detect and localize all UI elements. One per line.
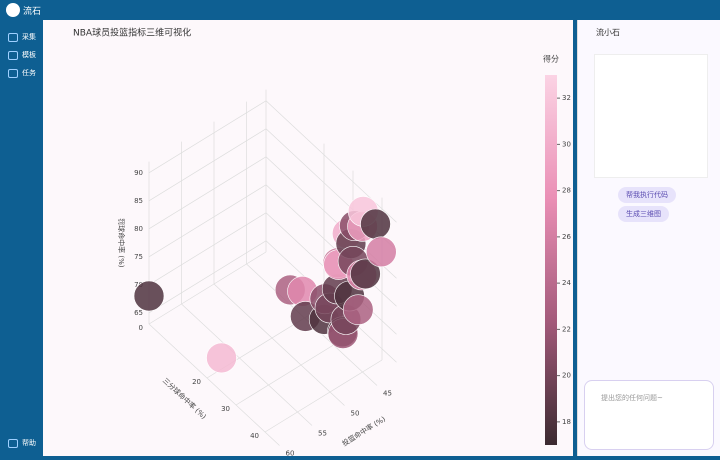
help-label: 帮助 xyxy=(22,439,36,447)
suggestion[interactable]: 生成三维图 xyxy=(618,206,669,222)
grid-line xyxy=(148,323,280,446)
top-bar: 流石 xyxy=(0,0,720,20)
z-tick-label: 85 xyxy=(134,197,143,205)
bubble xyxy=(342,294,374,326)
help[interactable]: 帮助 xyxy=(8,438,36,448)
bubble xyxy=(133,280,165,312)
colorbar-tick-label: 20 xyxy=(562,372,571,380)
colorbar-tick-label: 24 xyxy=(562,279,571,287)
logo xyxy=(6,3,20,17)
bubble xyxy=(365,236,397,268)
grid-line xyxy=(264,359,383,433)
grid-line xyxy=(148,240,267,314)
colorbar xyxy=(545,75,557,445)
z-tick-label: 90 xyxy=(134,169,143,177)
nav-item[interactable]: 采集 xyxy=(8,32,36,42)
colorbar-tick-label: 26 xyxy=(562,233,571,241)
bubble xyxy=(206,342,237,374)
colorbar-tick-label: 22 xyxy=(562,325,571,333)
z-tick-label: 70 xyxy=(134,281,143,289)
nav-item[interactable]: 模板 xyxy=(8,50,36,60)
chart-panel: NBA球员投篮指标三维可视化 65 70 75 80 85 90 45 50 55 60 0 20 30… xyxy=(43,20,573,458)
z-tick-label: 80 xyxy=(134,225,143,233)
nav-label: 模板 xyxy=(22,51,36,59)
assistant-title: 流小石 xyxy=(596,28,620,37)
placeholder: 提出您的任何问题~ xyxy=(601,394,663,402)
x-tick-label: 60 xyxy=(286,450,295,457)
y-axis-title: 三分球命中率 (%) xyxy=(161,376,209,421)
x-axis-title: 投篮命中率 (%) xyxy=(340,414,387,448)
chart: NBA球员投篮指标三维可视化 65 70 75 80 85 90 45 50 55 60 0 20 30… xyxy=(73,27,571,458)
y-tick-label: 30 xyxy=(221,405,230,413)
suggestion[interactable]: 帮我执行代码 xyxy=(618,187,676,203)
grid-line xyxy=(213,283,345,406)
assistant-panel: 流小石 帮我执行代码 生成三维图 提出您的任何问题~ xyxy=(577,20,720,456)
z-axis-title: 罚球命中率 (%) xyxy=(117,218,126,268)
grid-line xyxy=(148,251,267,325)
colorbar-tick-label: 32 xyxy=(562,94,571,102)
grid-line xyxy=(265,184,397,307)
y-tick-label: 0 xyxy=(139,324,143,332)
grid-line xyxy=(148,128,267,202)
thumbnail[interactable] xyxy=(594,54,708,178)
grid-line xyxy=(148,184,267,258)
colorbar-tick-label: 28 xyxy=(562,187,571,195)
nav-label: 任务 xyxy=(22,69,36,77)
sidebar: 采集 模板 任务 帮助 xyxy=(0,20,42,456)
x-tick-label: 45 xyxy=(383,390,392,398)
colorbar-tick-label: 30 xyxy=(562,140,571,148)
brand: 流石 xyxy=(23,7,42,17)
chart-title: NBA球员投篮指标三维可视化 xyxy=(73,27,191,39)
colorbar-tick-label: 18 xyxy=(562,418,571,426)
bubble xyxy=(360,208,391,240)
z-tick-label: 75 xyxy=(134,253,143,261)
colorbar-title: 得分 xyxy=(543,54,559,64)
z-tick-label: 65 xyxy=(134,309,143,317)
nav-item[interactable]: 任务 xyxy=(8,68,36,78)
x-tick-label: 55 xyxy=(318,430,327,438)
input-box[interactable]: 提出您的任何问题~ xyxy=(584,380,714,450)
x-tick-label: 50 xyxy=(351,410,360,418)
grid-line xyxy=(265,100,397,223)
grid-line xyxy=(148,100,267,174)
grid-line xyxy=(148,156,267,230)
grid-line xyxy=(181,303,313,426)
y-tick-label: 20 xyxy=(192,378,201,386)
bubble xyxy=(350,258,381,290)
nav-label: 采集 xyxy=(22,33,36,41)
grid-line xyxy=(148,212,267,286)
y-tick-label: 40 xyxy=(250,432,259,440)
